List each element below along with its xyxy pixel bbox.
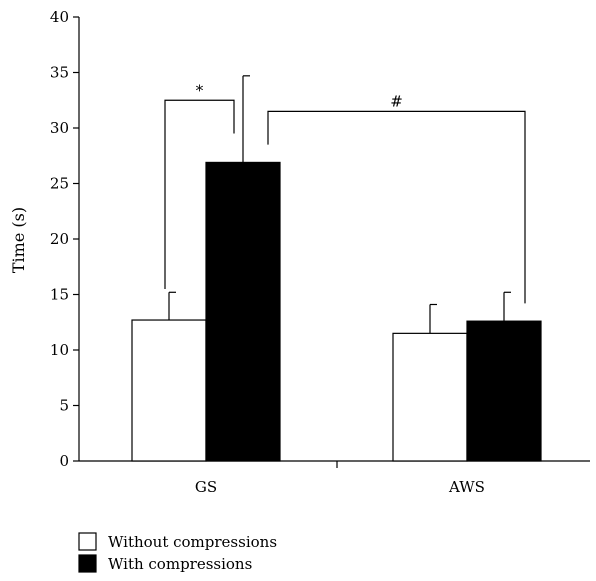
y-tick-label: 0 (59, 452, 69, 470)
significance-bracket (267, 110, 526, 304)
significance-bracket (164, 99, 235, 289)
legend-label: With compressions (108, 555, 252, 573)
y-tick-label: 35 (50, 64, 69, 82)
significance-brackets: *# (164, 81, 526, 304)
legend: Without compressions With compressions (78, 532, 277, 573)
error-bars (168, 75, 511, 334)
y-tick-label: 10 (50, 341, 69, 359)
y-tick-label: 40 (50, 8, 69, 26)
x-tick-label: AWS (448, 478, 485, 496)
y-tick-label: 20 (50, 230, 69, 248)
significance-symbol: * (196, 81, 204, 99)
legend-swatch (78, 532, 97, 551)
y-tick-label: 30 (50, 119, 69, 137)
y-tick-label: 15 (50, 286, 69, 304)
y-tick-label: 25 (50, 175, 69, 193)
x-tick-label: GS (195, 478, 217, 496)
legend-swatch (78, 554, 97, 573)
bars (131, 161, 542, 462)
axes: 0 5 10 15 20 25 30 35 40 GS AWS (50, 8, 590, 496)
y-axis-label: Time (s) (9, 207, 28, 273)
bar (205, 161, 281, 462)
significance-symbol: # (390, 92, 403, 110)
legend-label: Without compressions (108, 533, 277, 551)
bar (392, 332, 468, 462)
bar (131, 319, 207, 462)
y-tick-label: 5 (59, 397, 69, 415)
bar (466, 320, 542, 462)
